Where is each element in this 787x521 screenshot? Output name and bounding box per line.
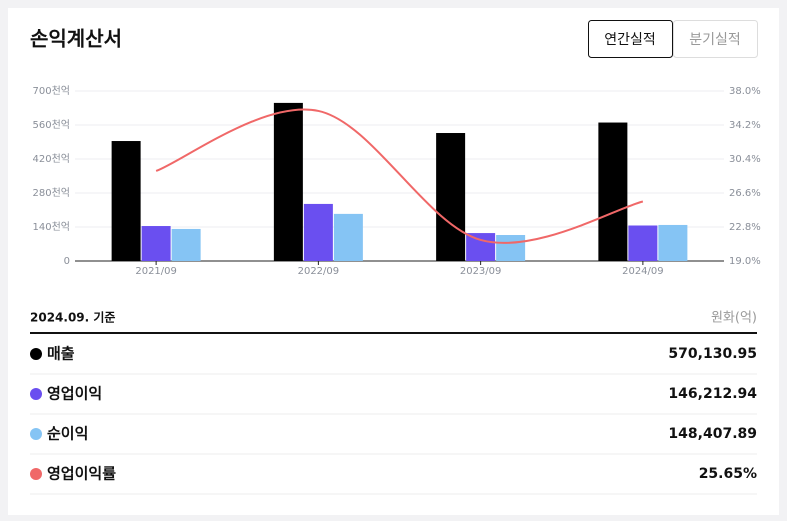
tab-annual-label[interactable]: 연간실적: [604, 32, 656, 48]
legend-dot: [30, 428, 42, 440]
bar: [273, 102, 303, 262]
y-tick-label: 420천억: [33, 153, 71, 165]
bar: [436, 133, 466, 261]
bar: [598, 122, 628, 261]
x-tick-label: 2023/09: [460, 266, 502, 277]
y-tick-label: 140천억: [33, 221, 71, 233]
row-value: 146,212.94: [668, 386, 757, 402]
table-unit: 원화(억): [711, 311, 757, 326]
y2-tick-label: 19.0%: [729, 256, 761, 267]
bar: [333, 213, 363, 261]
row-name: 매출: [47, 345, 75, 363]
y2-tick-label: 22.8%: [729, 222, 761, 233]
y2-tick-label: 38.0%: [729, 86, 761, 97]
tab-annual[interactable]: [588, 20, 673, 58]
x-tick-label: 2022/09: [298, 266, 340, 277]
bar: [466, 233, 496, 261]
y2-tick-label: 34.2%: [729, 120, 761, 131]
tab-quarter-label[interactable]: 분기실적: [689, 32, 741, 48]
margin-line: [155, 108, 644, 244]
bar: [111, 141, 141, 261]
tab-quarter[interactable]: [673, 20, 758, 58]
y-tick-label: 0: [64, 256, 70, 267]
section-title: 손익계산서: [30, 27, 122, 51]
bar: [628, 225, 658, 261]
row-value: 148,407.89: [668, 426, 757, 442]
y2-tick-label: 26.6%: [729, 188, 761, 199]
y-tick-label: 560천억: [33, 119, 71, 131]
row-name: 영업이익률: [47, 465, 116, 483]
x-tick-label: 2024/09: [622, 266, 664, 277]
row-value: 570,130.95: [668, 346, 757, 362]
legend-dot: [30, 388, 42, 400]
table-basis: 2024.09. 기준: [30, 310, 115, 325]
row-value: 25.65%: [699, 466, 757, 482]
legend-dot: [30, 468, 42, 480]
y-tick-label: 280천억: [33, 187, 71, 199]
bar: [141, 226, 171, 261]
x-tick-label: 2021/09: [135, 266, 177, 277]
bar: [171, 228, 201, 261]
y-tick-label: 700천억: [33, 85, 71, 97]
row-name: 영업이익: [47, 385, 102, 403]
y2-tick-label: 30.4%: [729, 154, 761, 165]
bar: [658, 224, 688, 261]
row-name: 순이익: [47, 425, 88, 443]
bar: [496, 235, 526, 261]
bar: [303, 203, 333, 261]
legend-dot: [30, 348, 42, 360]
